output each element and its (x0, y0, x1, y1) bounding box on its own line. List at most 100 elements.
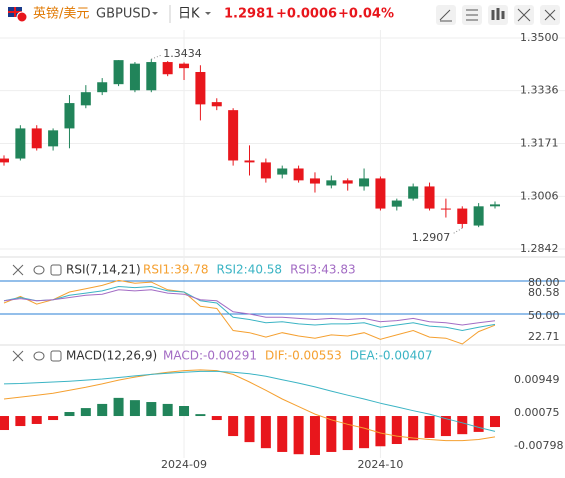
y-tick-label: 0.00075 (514, 406, 560, 419)
flag (8, 7, 28, 23)
macd-bar (80, 408, 91, 417)
legend-entry: DEA:-0.00407 (350, 349, 433, 363)
visibility-icon[interactable] (33, 351, 45, 361)
max-label: 1.3434 (163, 47, 202, 60)
macd-bar (375, 416, 386, 447)
candle-body (0, 158, 9, 163)
macd-bar (408, 416, 419, 441)
change-pct: +0.04% (338, 7, 394, 22)
macd-bar (473, 416, 484, 432)
candle-body (490, 204, 500, 207)
series-line (3, 370, 496, 432)
settings-icon[interactable] (50, 264, 62, 276)
candle-body (31, 128, 42, 149)
macd-bar (162, 403, 173, 417)
macd-bar (129, 400, 140, 417)
candle-body (244, 160, 255, 163)
candle-body (342, 180, 353, 184)
min-pointer (452, 227, 463, 235)
y-tick-label: 80.00 (528, 276, 560, 289)
candle-body (228, 110, 239, 161)
symbol[interactable]: GBPUSD (96, 7, 151, 22)
y-tick-label: 1.2842 (520, 242, 559, 255)
candle-body (309, 178, 320, 184)
macd-bar (64, 412, 75, 417)
macd-bar (48, 416, 59, 421)
period[interactable]: 日K (178, 7, 200, 22)
y-tick-label: 1.3336 (520, 84, 559, 97)
x-tick-label: 2024-09 (161, 458, 207, 471)
macd-bar (97, 403, 108, 417)
macd-bar (260, 416, 271, 449)
macd-bar (15, 416, 26, 427)
candle-body (179, 63, 190, 69)
candle-body (260, 162, 271, 179)
macd-bar (244, 416, 255, 443)
x-tick-label: 2024-10 (357, 458, 403, 471)
macd-bar (146, 402, 157, 417)
toolbar (436, 5, 560, 25)
change: +0.0006 (276, 7, 337, 22)
dropdown-arrow[interactable] (205, 12, 211, 15)
tool-draw[interactable] (436, 5, 456, 25)
series-line (3, 279, 496, 345)
candle-body (326, 180, 337, 186)
panel-title: RSI(7,14,21) (66, 263, 141, 277)
panel-title: MACD(12,26,9) (66, 349, 157, 363)
macd-bar (326, 416, 337, 452)
legend-entry: RSI3:43.83 (290, 263, 356, 277)
y-tick-label: 0.00949 (514, 373, 560, 386)
candle-body (113, 60, 124, 85)
legend-entry: DIF:-0.00553 (265, 349, 342, 363)
series-line (3, 369, 496, 442)
candle-body (293, 168, 304, 181)
series-line (3, 285, 496, 332)
candle-body (211, 102, 222, 107)
y-tick-label: 1.3171 (520, 136, 559, 149)
macd-bar (31, 416, 42, 424)
candle-body (129, 63, 140, 91)
candle-body (162, 62, 173, 75)
y-tick-label: 1.3006 (520, 189, 559, 202)
visibility-icon[interactable] (33, 265, 45, 275)
price: 1.2981 (224, 7, 274, 22)
collapse-icon[interactable] (12, 264, 24, 276)
legend-entry: RSI1:39.78 (143, 263, 209, 277)
pair-name[interactable]: 英镑/美元 (33, 6, 89, 22)
y-tick-label: 1.3500 (520, 31, 559, 44)
candle-body (359, 178, 370, 187)
candle-body (391, 200, 402, 207)
macd-bar (342, 416, 353, 451)
candle-body (97, 82, 108, 93)
candle-body (375, 178, 386, 209)
series-line (3, 289, 496, 326)
max-value-label: 80.58 (528, 286, 560, 299)
macd-bar (293, 416, 304, 455)
candle-body (195, 71, 206, 105)
macd-bar (211, 416, 222, 421)
y-tick-label: 50.00 (528, 309, 560, 322)
macd-bar (195, 414, 206, 417)
macd-bar (359, 416, 370, 449)
y-tick-label: -0.00798 (514, 439, 563, 452)
candle-body (277, 168, 288, 175)
macd-bar (490, 416, 500, 428)
macd-bar (391, 416, 402, 445)
settings-icon[interactable] (50, 350, 62, 362)
candle-body (424, 186, 435, 209)
macd-bar (424, 416, 435, 438)
macd-bar (457, 416, 468, 435)
macd-bar (0, 416, 9, 431)
macd-bar (440, 416, 451, 437)
legend-entry: MACD:-0.00291 (163, 349, 257, 363)
collapse-icon[interactable] (12, 350, 24, 362)
macd-bar (228, 416, 239, 437)
candle-body (440, 208, 451, 210)
candle-body (457, 208, 468, 224)
dropdown-arrow[interactable] (152, 12, 158, 15)
min-value-label: 22.71 (528, 330, 560, 343)
candle-body (473, 206, 484, 226)
legend-entry: RSI2:40.58 (217, 263, 283, 277)
